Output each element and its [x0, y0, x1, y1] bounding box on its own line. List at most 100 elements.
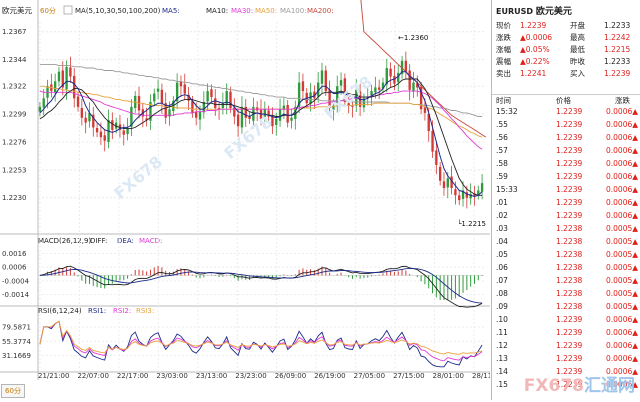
tick-change: 0.0006▲	[606, 107, 639, 116]
candle-body	[65, 66, 68, 90]
y-tick-label: 1.2367	[2, 28, 27, 36]
tick-time: .10	[496, 315, 508, 324]
tick-price: 1.2239	[556, 328, 583, 337]
tick-time: .55	[496, 120, 508, 129]
tick-row: .57 1.2239 0.0006▲	[492, 145, 640, 158]
tick-time: .09	[496, 302, 508, 311]
candle-body	[431, 131, 434, 152]
candle-body	[145, 118, 148, 121]
candle-body	[198, 111, 202, 120]
x-tick-label: 27/15:00	[393, 372, 424, 380]
price-chart[interactable]: 欧元美元 60分 MA(5,10,30,50,100,200) MA5: MA1…	[0, 0, 503, 400]
main-legend: 欧元美元 60分 MA(5,10,30,50,100,200) MA5: MA1…	[2, 5, 334, 15]
candle-body	[156, 88, 160, 92]
macd-label: MACD(26,12,9)	[38, 237, 91, 245]
candle-body	[408, 70, 411, 90]
tick-time: .06	[496, 263, 508, 272]
low-annotation: └1.2215	[457, 219, 486, 228]
candle-body	[271, 116, 274, 127]
tick-change: 0.0006▲	[606, 159, 639, 168]
tick-header: 时间 价格 涨跌	[492, 94, 640, 106]
tick-row: 15:33 1.2239 0.0006▲	[492, 184, 640, 197]
candle-body	[76, 96, 80, 107]
candle-body	[355, 89, 358, 106]
quote-field-label: 最高	[570, 33, 585, 42]
tick-row: .04 1.2238 0.0005▲	[492, 236, 640, 249]
tick-time: .08	[496, 289, 508, 298]
candle-body	[278, 109, 282, 121]
candle-body	[210, 89, 213, 98]
tick-price: 1.2238	[556, 237, 583, 246]
tick-price: 1.2238	[556, 289, 583, 298]
tick-price: 1.2239	[556, 341, 583, 350]
candle-body	[225, 91, 228, 106]
candle-body	[366, 97, 369, 99]
tick-price: 1.2238	[556, 276, 583, 285]
candle-body	[404, 60, 408, 72]
tick-change: 0.0006▲	[606, 328, 639, 337]
tick-time: .56	[496, 133, 508, 142]
candle-body	[465, 192, 469, 198]
tick-price: 1.2239	[556, 159, 583, 168]
quote-field-label: 涨跌	[496, 33, 511, 42]
candle-body	[263, 109, 266, 118]
quote-field-label: 昨收	[570, 57, 585, 66]
legend-toggle-icon[interactable]	[63, 5, 73, 15]
candle-body	[427, 114, 430, 132]
candle-body	[477, 190, 480, 195]
tick-price: 1.2238	[556, 302, 583, 311]
quote-field-value: 1.2242	[604, 33, 631, 42]
x-tick-label: 28/01:00	[433, 372, 464, 380]
candle-body	[168, 109, 171, 117]
candle-body	[328, 89, 331, 109]
tick-price: 1.2238	[556, 250, 583, 259]
ma5-legend: MA5:	[162, 7, 180, 15]
tick-time: .05	[496, 250, 508, 259]
macd-y-tick-label: 0.0006	[2, 264, 27, 272]
ma-label: MA(5,10,30,50,100,200)	[75, 7, 161, 15]
ma50-legend: MA50:	[255, 7, 277, 15]
candle-body	[461, 190, 465, 199]
candle-body	[103, 135, 106, 141]
quote-field-value: ▲0.05%	[520, 45, 550, 54]
quote-field-row: 卖出 1.2241 买入 1.2239	[492, 68, 640, 80]
tick-row: .03 1.2238 0.0005▲	[492, 223, 640, 236]
chart-panel[interactable]: 欧元美元 60分 MA(5,10,30,50,100,200) MA5: MA1…	[0, 0, 503, 400]
tick-row: .59 1.2239 0.0006▲	[492, 171, 640, 184]
tick-price: 1.2239	[556, 315, 583, 324]
tick-price: 1.2239	[556, 146, 583, 155]
candle-body	[290, 117, 293, 121]
candle-body	[92, 114, 95, 128]
candle-body	[57, 71, 61, 82]
ma200-line	[360, 0, 487, 138]
candle-body	[160, 89, 164, 104]
candle-body	[374, 87, 377, 93]
candle-body	[195, 111, 198, 118]
candle-body	[69, 67, 72, 77]
tick-row: .55 1.2239 0.0006▲	[492, 119, 640, 132]
candle-body	[221, 103, 225, 109]
tick-time: .04	[496, 237, 508, 246]
candle-body	[111, 120, 114, 130]
macd-hist-legend: MACD:	[139, 237, 162, 245]
ma100-legend: MA100:	[280, 7, 307, 15]
quote-title: EURUSD 欧元美元	[496, 4, 572, 17]
candle-body	[229, 91, 232, 109]
rsi-y-tick-label: 31.1669	[2, 352, 31, 360]
quote-name: 欧元美元	[535, 7, 572, 17]
candle-body	[446, 178, 449, 188]
candle-body	[320, 70, 324, 84]
tick-price: 1.2239	[556, 198, 583, 207]
candle-body	[282, 105, 286, 110]
period-label: 60分	[40, 6, 56, 15]
candle-body	[206, 91, 209, 102]
quote-field-value: ▲0.0006	[520, 33, 553, 42]
tick-time: .15	[496, 380, 508, 389]
x-tick-label: 23/13:00	[196, 372, 227, 380]
x-tick-label: 27/05:00	[354, 372, 385, 380]
period-tab[interactable]: 60分	[1, 384, 25, 398]
quote-field-label: 震幅	[496, 57, 511, 66]
x-tick-label: 21/21:00	[38, 372, 69, 380]
x-tick-label: 23/03:00	[156, 372, 187, 380]
tick-change: 0.0006▲	[606, 354, 639, 363]
